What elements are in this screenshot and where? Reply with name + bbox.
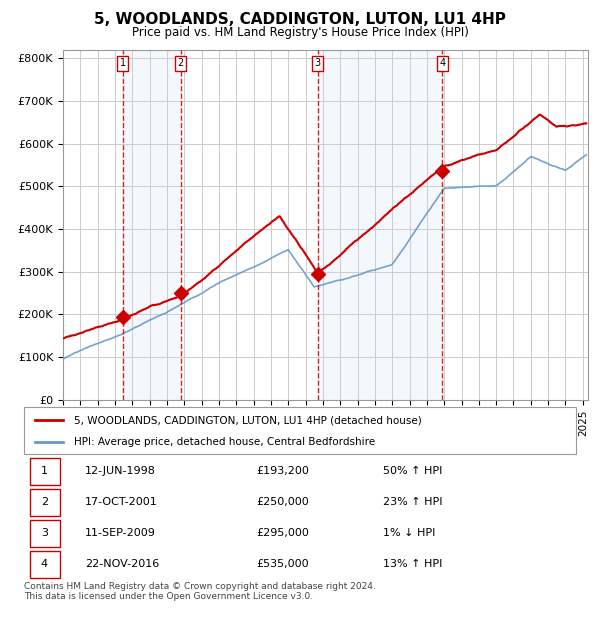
Bar: [122, 50, 181, 400]
Text: 3: 3: [314, 58, 320, 68]
Text: 1% ↓ HPI: 1% ↓ HPI: [383, 528, 435, 538]
Text: HPI: Average price, detached house, Central Bedfordshire: HPI: Average price, detached house, Cent…: [74, 437, 375, 447]
Text: 5, WOODLANDS, CADDINGTON, LUTON, LU1 4HP (detached house): 5, WOODLANDS, CADDINGTON, LUTON, LU1 4HP…: [74, 415, 421, 425]
FancyBboxPatch shape: [29, 458, 60, 485]
FancyBboxPatch shape: [29, 520, 60, 547]
Text: 50% ↑ HPI: 50% ↑ HPI: [383, 466, 442, 476]
Text: 2: 2: [178, 58, 184, 68]
Text: £535,000: £535,000: [256, 559, 308, 569]
Text: £250,000: £250,000: [256, 497, 308, 507]
Text: £295,000: £295,000: [256, 528, 309, 538]
Text: 4: 4: [41, 559, 48, 569]
Text: Price paid vs. HM Land Registry's House Price Index (HPI): Price paid vs. HM Land Registry's House …: [131, 26, 469, 39]
Text: 5, WOODLANDS, CADDINGTON, LUTON, LU1 4HP: 5, WOODLANDS, CADDINGTON, LUTON, LU1 4HP: [94, 12, 506, 27]
FancyBboxPatch shape: [29, 551, 60, 578]
Bar: [317, 50, 442, 400]
Text: 22-NOV-2016: 22-NOV-2016: [85, 559, 159, 569]
Text: 4: 4: [439, 58, 445, 68]
Text: 3: 3: [41, 528, 48, 538]
Text: 12-JUN-1998: 12-JUN-1998: [85, 466, 155, 476]
Text: £193,200: £193,200: [256, 466, 309, 476]
Text: 1: 1: [119, 58, 125, 68]
Text: 17-OCT-2001: 17-OCT-2001: [85, 497, 157, 507]
Text: 2: 2: [41, 497, 48, 507]
Text: 1: 1: [41, 466, 48, 476]
Text: 13% ↑ HPI: 13% ↑ HPI: [383, 559, 442, 569]
Text: 23% ↑ HPI: 23% ↑ HPI: [383, 497, 442, 507]
Text: Contains HM Land Registry data © Crown copyright and database right 2024.
This d: Contains HM Land Registry data © Crown c…: [24, 582, 376, 601]
Text: 11-SEP-2009: 11-SEP-2009: [85, 528, 155, 538]
FancyBboxPatch shape: [24, 407, 576, 454]
FancyBboxPatch shape: [29, 489, 60, 516]
